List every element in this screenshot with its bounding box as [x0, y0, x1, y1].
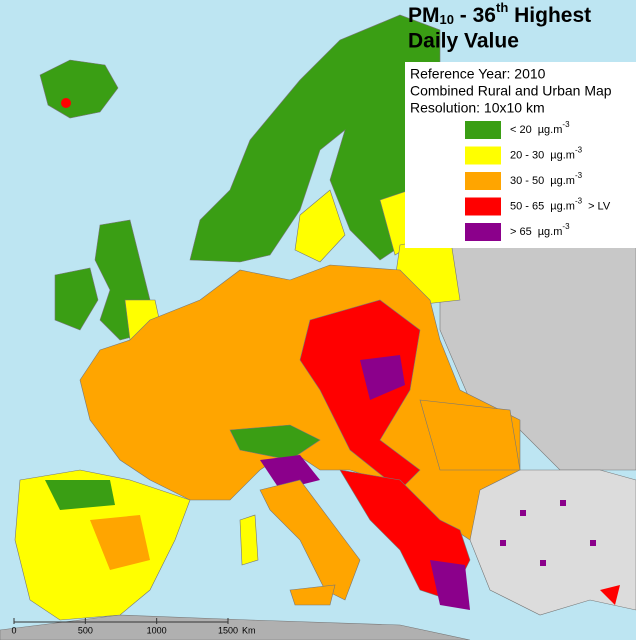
region	[360, 355, 405, 400]
title-subscript: 10	[440, 12, 454, 27]
cyprus	[600, 585, 620, 605]
legend-swatch	[465, 223, 501, 241]
sardinia	[239, 514, 259, 566]
legend-range: 30 - 50	[510, 175, 544, 187]
legend-label: 30 - 50 µg.m-3	[510, 171, 583, 187]
scale-label: 0	[11, 625, 16, 635]
title-text: Highest	[508, 4, 591, 27]
legend-exponent: -3	[562, 120, 570, 129]
sicily	[289, 584, 336, 606]
legend-unit: µg.m	[550, 200, 575, 212]
ireland	[54, 267, 99, 331]
legend-unit: µg.m	[538, 226, 563, 238]
legend-swatch	[465, 172, 501, 190]
station	[560, 500, 566, 506]
legend-exponent: -3	[575, 146, 583, 155]
legend-label: < 20 µg.m-3	[510, 120, 570, 136]
romania	[419, 399, 521, 471]
region	[260, 455, 320, 490]
title-text: PM	[408, 4, 440, 27]
info-line: Resolution: 10x10 km	[410, 100, 545, 116]
turkey	[469, 469, 636, 616]
scale-label: 1000	[147, 625, 167, 635]
other-land	[439, 199, 636, 471]
region	[299, 299, 421, 491]
legend-unit: µg.m	[538, 124, 563, 136]
legend-range: 50 - 65	[510, 200, 544, 212]
info-line: Combined Rural and Urban Map	[410, 83, 612, 99]
region	[90, 515, 150, 570]
region	[45, 480, 115, 510]
legend-swatch	[465, 197, 501, 216]
legend-unit: µg.m	[550, 149, 575, 161]
legend-swatch	[465, 121, 501, 139]
legend-label: 20 - 30 µg.m-3	[510, 146, 583, 162]
region	[61, 98, 71, 108]
legend-box	[405, 62, 636, 248]
station	[520, 510, 526, 516]
legend-label: 50 - 65 µg.m-3 > LV	[510, 197, 611, 213]
region	[294, 189, 346, 263]
italy	[259, 479, 361, 601]
legend-label: > 65 µg.m-3	[510, 222, 570, 238]
legend-unit: µg.m	[550, 175, 575, 187]
iceland	[39, 59, 119, 119]
legend-swatch	[465, 146, 501, 165]
scale-unit: Km	[242, 625, 256, 635]
scale-label: 1500	[218, 625, 238, 635]
station	[500, 540, 506, 546]
region	[430, 560, 470, 610]
legend-range: > 65	[510, 226, 532, 238]
legend-exponent: -3	[562, 222, 570, 231]
legend-exponent: -3	[575, 171, 583, 180]
title: PM10 - 36th Highest	[408, 0, 591, 27]
station	[590, 540, 596, 546]
title-superscript: th	[496, 0, 508, 15]
alps	[229, 424, 321, 461]
title-text: - 36	[454, 4, 496, 27]
station	[540, 560, 546, 566]
legend-range: < 20	[510, 124, 532, 136]
legend-note: > LV	[588, 200, 611, 212]
scale-label: 500	[78, 625, 93, 635]
legend-exponent: -3	[575, 197, 583, 206]
info-line: Reference Year: 2010	[410, 66, 546, 82]
title-line2: Daily Value	[408, 30, 519, 53]
legend-range: 20 - 30	[510, 149, 544, 161]
scale-bar: 0 500 1000 1500 Km	[11, 618, 256, 635]
